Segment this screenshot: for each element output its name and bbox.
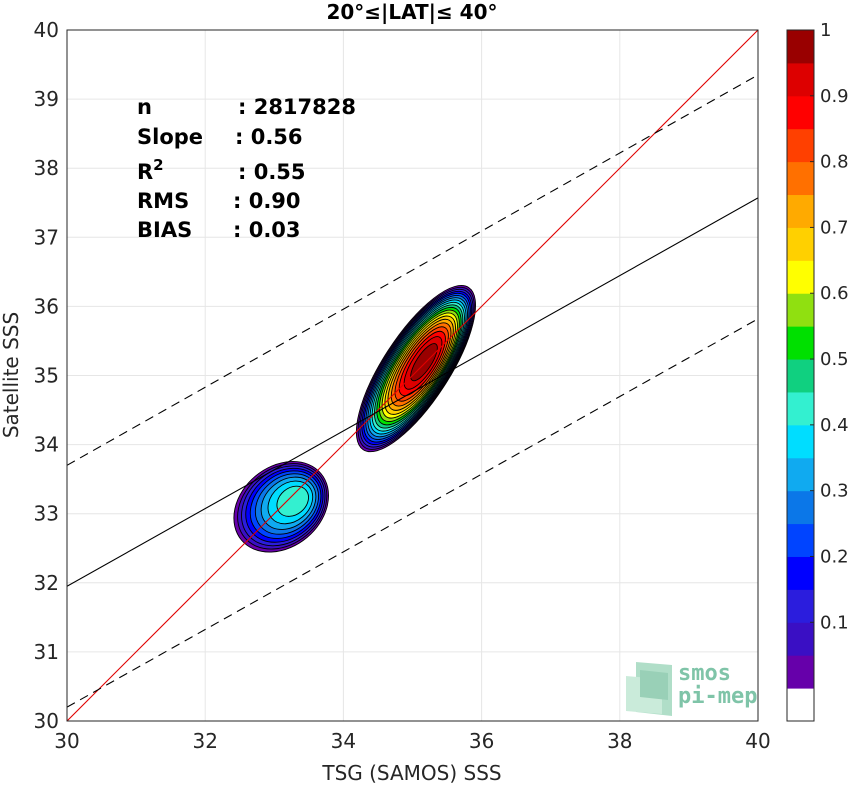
x-axis-label: TSG (SAMOS) SSS	[321, 761, 501, 785]
y-tick-label: 30	[34, 709, 59, 733]
lower-bound-line	[67, 318, 758, 708]
stat-value: : 2817828	[238, 95, 356, 119]
stat-label: R2	[137, 156, 164, 184]
statistics-box: n : 2817828 Slope : 0.56 R2 : 0.55 RMS : 0.90 BI…	[137, 95, 356, 242]
stat-value: : 0.90	[233, 189, 301, 213]
colorbar-swatch	[787, 161, 814, 196]
y-tick-label: 38	[34, 156, 59, 180]
logo-line-2: pi-mep	[678, 684, 757, 709]
x-tick-label: 38	[607, 729, 632, 753]
stat-value: : 0.03	[233, 218, 301, 242]
colorbar-swatch	[787, 326, 814, 360]
colorbar-swatch	[787, 655, 814, 689]
colorbar-swatch	[787, 62, 814, 97]
colorbar-swatch	[787, 622, 814, 656]
colorbar-swatch	[787, 227, 814, 261]
colorbar-tick-label: 0.1	[820, 612, 849, 633]
regression-line	[67, 197, 758, 587]
colorbar-swatch	[787, 424, 814, 459]
y-tick-label: 40	[34, 18, 59, 42]
colorbar-swatch	[787, 194, 814, 228]
x-tick-label: 32	[192, 729, 217, 753]
colorbar-tick-label: 0.6	[820, 283, 849, 304]
y-axis-label: Satellite SSS	[0, 312, 23, 438]
y-tick-label: 32	[34, 571, 59, 595]
stat-label: BIAS	[137, 218, 192, 242]
colorbar-swatch	[787, 391, 814, 426]
contour-level-20	[410, 343, 438, 382]
secondary-cluster	[233, 461, 329, 553]
y-tick-label: 31	[34, 640, 59, 664]
colorbar-tick-label: 0.7	[820, 217, 849, 238]
y-tick-label: 34	[34, 433, 59, 457]
upper-bound-line	[67, 74, 758, 466]
colorbar-swatch	[787, 556, 814, 590]
y-axis-ticks: 30 31 32 33 34 35 36 37 38 39 40	[34, 18, 59, 733]
stat-label: Slope	[137, 125, 203, 149]
smos-pimep-logo: smos pi-mep	[626, 661, 757, 716]
colorbar-tick-label: 0.8	[820, 152, 849, 173]
colorbar-swatch	[787, 523, 814, 557]
colorbar-swatch	[787, 260, 814, 294]
colorbar-tick-label: 0.5	[820, 349, 849, 370]
colorbar-swatch	[787, 589, 814, 623]
stat-label: n	[137, 95, 152, 119]
colorbar-swatch	[787, 359, 814, 393]
x-axis-ticks: 30 32 34 36 38 40	[54, 729, 770, 753]
colorbar-frame	[786, 29, 815, 722]
y-tick-label: 39	[34, 87, 59, 111]
x-tick-label: 36	[469, 729, 494, 753]
stat-value: : 0.56	[235, 125, 303, 149]
colorbar-tick-label: 1	[820, 20, 831, 41]
y-tick-label: 33	[34, 502, 59, 526]
stat-value: : 0.55	[238, 160, 306, 184]
y-tick-label: 36	[34, 294, 59, 318]
plot-frame	[66, 29, 759, 722]
colorbar-swatch	[787, 30, 814, 64]
logo-mark-icon	[626, 662, 672, 716]
colorbar-swatch	[787, 490, 814, 525]
chart-title: 20°≤|LAT|≤ 40°	[326, 0, 497, 24]
stat-label: RMS	[137, 189, 189, 213]
colorbar-tick-label: 0.4	[820, 415, 849, 436]
reference-lines	[67, 30, 758, 721]
colorbar-swatch	[787, 293, 814, 327]
colorbar-swatch	[787, 128, 814, 163]
colorbar: 0.1 0.2 0.3 0.4 0.5 0.6 0.7 0.8 0.9 1	[786, 20, 849, 722]
x-tick-label: 30	[54, 729, 79, 753]
y-tick-label: 35	[34, 364, 59, 388]
contour-level-9	[276, 485, 309, 517]
colorbar-tick-label: 0.9	[820, 86, 849, 107]
colorbar-swatch	[787, 688, 814, 722]
colorbar-tick-label: 0.3	[820, 481, 849, 502]
y-tick-label: 37	[34, 225, 59, 249]
colorbar-swatch	[787, 95, 814, 130]
x-tick-label: 40	[745, 729, 770, 753]
colorbar-tick-label: 0.2	[820, 546, 849, 567]
colorbar-swatch	[787, 457, 814, 492]
logo-line-1: smos	[678, 661, 731, 686]
one-to-one-line	[67, 30, 758, 721]
x-tick-label: 34	[331, 729, 356, 753]
grid	[66, 29, 759, 722]
